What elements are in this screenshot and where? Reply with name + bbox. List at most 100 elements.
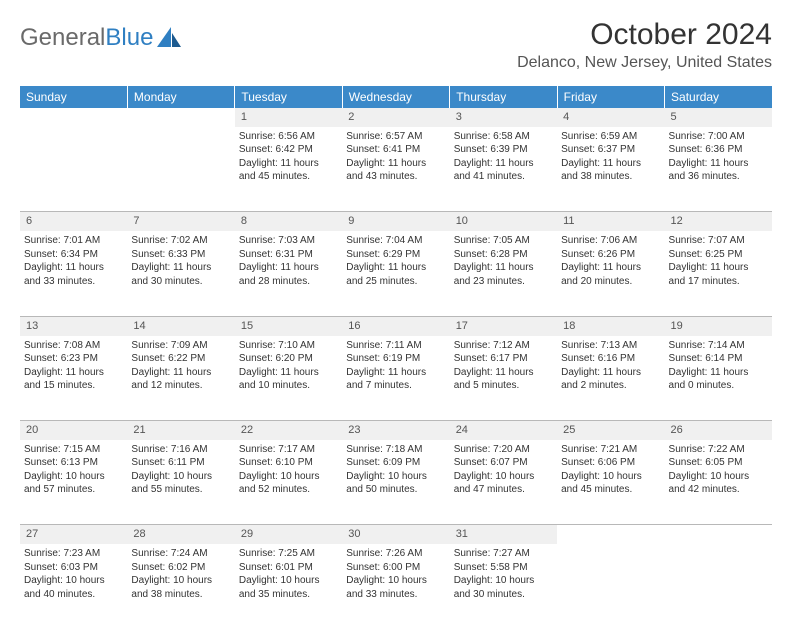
title-location: Delanco, New Jersey, United States — [517, 54, 772, 72]
day-d2: and 5 minutes. — [454, 379, 553, 393]
day-d1: Daylight: 11 hours — [561, 261, 660, 275]
day-cell: Sunrise: 7:17 AMSunset: 6:10 PMDaylight:… — [235, 440, 342, 525]
day-sunset: Sunset: 6:06 PM — [561, 456, 660, 470]
day-d2: and 38 minutes. — [131, 588, 230, 602]
day-d1: Daylight: 11 hours — [454, 261, 553, 275]
logo-text-blue: Blue — [105, 24, 153, 52]
daynum-row: 12345 — [20, 108, 772, 127]
day-number — [665, 525, 772, 544]
day-d1: Daylight: 11 hours — [561, 366, 660, 380]
day-cell: Sunrise: 7:07 AMSunset: 6:25 PMDaylight:… — [665, 231, 772, 316]
day-number: 3 — [450, 108, 557, 127]
dayname-mon: Monday — [127, 86, 234, 108]
day-sunrise: Sunrise: 7:00 AM — [669, 130, 768, 144]
day-d2: and 55 minutes. — [131, 483, 230, 497]
day-d1: Daylight: 11 hours — [454, 366, 553, 380]
day-cell — [557, 544, 664, 629]
day-sunrise: Sunrise: 7:25 AM — [239, 547, 338, 561]
day-cell: Sunrise: 7:14 AMSunset: 6:14 PMDaylight:… — [665, 336, 772, 421]
day-number: 15 — [235, 316, 342, 335]
day-d1: Daylight: 10 hours — [454, 470, 553, 484]
title-month: October 2024 — [517, 18, 772, 52]
day-d1: Daylight: 11 hours — [669, 366, 768, 380]
day-number: 2 — [342, 108, 449, 127]
day-number — [20, 108, 127, 127]
day-d2: and 17 minutes. — [669, 275, 768, 289]
day-d1: Daylight: 10 hours — [131, 470, 230, 484]
day-d2: and 35 minutes. — [239, 588, 338, 602]
day-number: 26 — [665, 421, 772, 440]
day-sunset: Sunset: 6:23 PM — [24, 352, 123, 366]
day-sunset: Sunset: 6:10 PM — [239, 456, 338, 470]
day-sunset: Sunset: 6:34 PM — [24, 248, 123, 262]
day-d2: and 47 minutes. — [454, 483, 553, 497]
day-sunset: Sunset: 6:28 PM — [454, 248, 553, 262]
day-cell: Sunrise: 6:57 AMSunset: 6:41 PMDaylight:… — [342, 127, 449, 212]
day-sunset: Sunset: 6:13 PM — [24, 456, 123, 470]
day-sunset: Sunset: 6:42 PM — [239, 143, 338, 157]
day-number: 9 — [342, 212, 449, 231]
day-sunset: Sunset: 6:41 PM — [346, 143, 445, 157]
day-sunrise: Sunrise: 7:24 AM — [131, 547, 230, 561]
day-number: 19 — [665, 316, 772, 335]
day-d1: Daylight: 11 hours — [24, 366, 123, 380]
day-sunrise: Sunrise: 7:10 AM — [239, 339, 338, 353]
day-d2: and 12 minutes. — [131, 379, 230, 393]
logo-text-general: General — [20, 24, 105, 52]
day-sunrise: Sunrise: 7:15 AM — [24, 443, 123, 457]
day-d2: and 0 minutes. — [669, 379, 768, 393]
day-number: 11 — [557, 212, 664, 231]
day-sunrise: Sunrise: 7:05 AM — [454, 234, 553, 248]
day-number: 30 — [342, 525, 449, 544]
dayname-tue: Tuesday — [235, 86, 342, 108]
day-d1: Daylight: 11 hours — [239, 261, 338, 275]
day-cell: Sunrise: 7:27 AMSunset: 5:58 PMDaylight:… — [450, 544, 557, 629]
day-number: 16 — [342, 316, 449, 335]
day-d1: Daylight: 11 hours — [239, 366, 338, 380]
day-d1: Daylight: 11 hours — [24, 261, 123, 275]
day-sunrise: Sunrise: 7:12 AM — [454, 339, 553, 353]
day-cell: Sunrise: 7:25 AMSunset: 6:01 PMDaylight:… — [235, 544, 342, 629]
day-cell: Sunrise: 7:04 AMSunset: 6:29 PMDaylight:… — [342, 231, 449, 316]
day-number: 31 — [450, 525, 557, 544]
day-sunset: Sunset: 6:02 PM — [131, 561, 230, 575]
day-d2: and 45 minutes. — [561, 483, 660, 497]
day-d1: Daylight: 10 hours — [131, 574, 230, 588]
day-d2: and 33 minutes. — [346, 588, 445, 602]
day-sunset: Sunset: 5:58 PM — [454, 561, 553, 575]
day-cell: Sunrise: 6:59 AMSunset: 6:37 PMDaylight:… — [557, 127, 664, 212]
day-d2: and 20 minutes. — [561, 275, 660, 289]
daynum-row: 20212223242526 — [20, 421, 772, 440]
day-cell: Sunrise: 7:06 AMSunset: 6:26 PMDaylight:… — [557, 231, 664, 316]
day-d1: Daylight: 10 hours — [346, 574, 445, 588]
day-sunset: Sunset: 6:19 PM — [346, 352, 445, 366]
day-number: 27 — [20, 525, 127, 544]
day-d2: and 28 minutes. — [239, 275, 338, 289]
dayname-thu: Thursday — [450, 86, 557, 108]
day-cell: Sunrise: 7:09 AMSunset: 6:22 PMDaylight:… — [127, 336, 234, 421]
day-d2: and 36 minutes. — [669, 170, 768, 184]
day-number: 1 — [235, 108, 342, 127]
day-cell: Sunrise: 7:26 AMSunset: 6:00 PMDaylight:… — [342, 544, 449, 629]
day-sunset: Sunset: 6:07 PM — [454, 456, 553, 470]
day-number: 23 — [342, 421, 449, 440]
day-d2: and 43 minutes. — [346, 170, 445, 184]
day-cell: Sunrise: 7:12 AMSunset: 6:17 PMDaylight:… — [450, 336, 557, 421]
day-sunrise: Sunrise: 7:01 AM — [24, 234, 123, 248]
day-sunrise: Sunrise: 7:16 AM — [131, 443, 230, 457]
day-sunset: Sunset: 6:14 PM — [669, 352, 768, 366]
day-number: 10 — [450, 212, 557, 231]
day-number: 13 — [20, 316, 127, 335]
day-cell: Sunrise: 7:16 AMSunset: 6:11 PMDaylight:… — [127, 440, 234, 525]
day-d2: and 52 minutes. — [239, 483, 338, 497]
week-row: Sunrise: 7:08 AMSunset: 6:23 PMDaylight:… — [20, 336, 772, 421]
day-d1: Daylight: 10 hours — [454, 574, 553, 588]
week-row: Sunrise: 7:23 AMSunset: 6:03 PMDaylight:… — [20, 544, 772, 629]
day-sunrise: Sunrise: 6:56 AM — [239, 130, 338, 144]
calendar-table: Sunday Monday Tuesday Wednesday Thursday… — [20, 86, 772, 629]
day-number: 6 — [20, 212, 127, 231]
day-number: 24 — [450, 421, 557, 440]
dayname-wed: Wednesday — [342, 86, 449, 108]
day-sunset: Sunset: 6:16 PM — [561, 352, 660, 366]
day-d1: Daylight: 11 hours — [131, 366, 230, 380]
